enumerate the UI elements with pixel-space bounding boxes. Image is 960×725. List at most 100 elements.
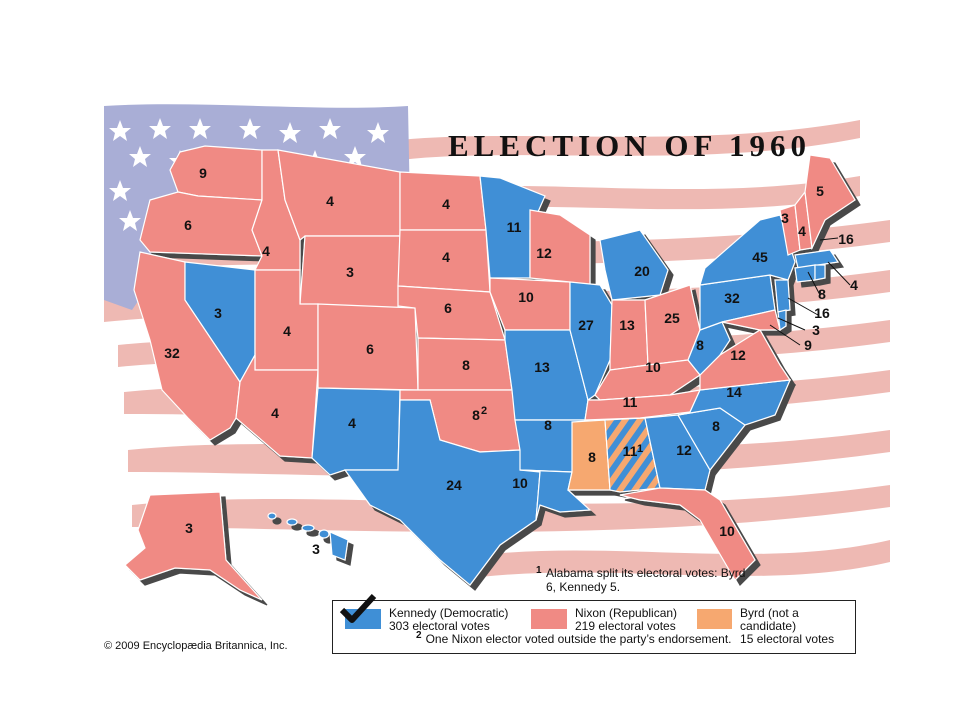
vote-label-oklahoma: 8 <box>472 407 480 423</box>
flag-stripe <box>480 540 890 577</box>
star <box>129 146 151 167</box>
vote-label-maryland: 9 <box>804 337 812 353</box>
vote-label-rhode-island: 4 <box>850 277 858 293</box>
vote-label-missouri: 13 <box>534 359 550 375</box>
vote-label-arizona: 4 <box>271 405 279 421</box>
vote-label-hawaii: 3 <box>312 541 320 557</box>
star <box>109 180 131 201</box>
vote-label-nevada: 3 <box>214 305 222 321</box>
legend-votes: 15 electoral votes <box>740 632 835 646</box>
vote-label-colorado: 6 <box>366 341 374 357</box>
vote-label-pennsylvania: 32 <box>724 290 740 306</box>
state-texas <box>343 399 541 586</box>
footnote-oklahoma: 2 One Nixon elector voted outside the par… <box>416 630 732 646</box>
state-washington <box>169 145 263 201</box>
vote-label-michigan: 20 <box>634 263 650 279</box>
star <box>239 118 261 139</box>
vote-label-delaware: 3 <box>812 322 820 338</box>
vote-label-north-dakota: 4 <box>442 196 450 212</box>
hawaii-island <box>301 524 315 532</box>
legend-name: Nixon (Republican) <box>575 606 678 620</box>
vote-label-virginia: 12 <box>730 347 746 363</box>
state-illinois <box>569 281 613 401</box>
vote-label-new-jersey: 16 <box>814 305 830 321</box>
vote-label-south-carolina: 8 <box>712 418 720 434</box>
star <box>319 118 341 139</box>
vote-label-minnesota: 11 <box>507 219 522 235</box>
noncontiguous-layer <box>124 491 349 601</box>
star <box>344 146 366 167</box>
state-arizona <box>235 352 319 459</box>
vote-label-iowa: 10 <box>518 289 534 305</box>
vote-label-mississippi: 8 <box>588 449 596 465</box>
legend-text: Kennedy (Democratic) 303 electoral votes <box>389 607 508 633</box>
leader-line <box>807 271 821 296</box>
vote-label-alabama: 11 <box>623 443 638 459</box>
vote-label-alaska: 3 <box>185 520 193 536</box>
state-indiana <box>609 299 649 371</box>
vote-label-vermont: 3 <box>781 210 789 226</box>
legend-name: Byrd (not a candidate) <box>740 606 799 633</box>
hawaii-island <box>329 531 349 561</box>
state-alaska <box>124 491 263 601</box>
footnote-number: 2 <box>416 630 422 641</box>
legend-item-byrd: Byrd (not a candidate) 15 electoral vote… <box>697 607 855 646</box>
star <box>119 210 141 231</box>
hawaii-island <box>267 512 277 520</box>
vote-label-new-mexico: 4 <box>348 415 356 431</box>
legend-votes: 303 electoral votes <box>389 619 490 633</box>
legend-text: Nixon (Republican) 219 electoral votes <box>575 607 677 633</box>
vote-label-illinois: 27 <box>578 317 594 333</box>
state-florida <box>619 487 756 581</box>
star <box>189 118 211 139</box>
star <box>149 118 171 139</box>
state-massachusetts <box>794 249 840 269</box>
vote-label-kansas: 8 <box>462 357 470 373</box>
vote-label-maine: 5 <box>816 183 824 199</box>
flag-stars <box>109 118 389 231</box>
state-mississippi <box>567 419 611 491</box>
vote-label-florida: 10 <box>719 523 735 539</box>
state-oregon <box>139 191 263 257</box>
vote-label-arkansas: 8 <box>544 417 552 433</box>
state-rhode-island <box>814 264 826 281</box>
legend-votes: 219 electoral votes <box>575 619 676 633</box>
vote-label-wyoming: 3 <box>346 264 354 280</box>
states-layer <box>133 145 856 586</box>
leader-line <box>787 297 819 316</box>
state-hawaii <box>267 512 349 561</box>
leader-lines <box>769 237 851 346</box>
flag-stripe <box>400 120 860 160</box>
hawaii-island <box>286 518 298 526</box>
footnote-number: 1 <box>536 565 542 576</box>
vote-label-california: 32 <box>164 345 180 361</box>
vote-label-indiana: 13 <box>619 317 635 333</box>
star <box>279 122 301 143</box>
state-maine <box>804 154 856 251</box>
vote-label-ohio: 25 <box>664 310 680 326</box>
state-georgia <box>644 414 711 491</box>
vote-label-montana: 4 <box>326 193 334 209</box>
copyright: © 2009 Encyclopædia Britannica, Inc. <box>104 640 288 652</box>
footnote-text: Alabama split its electoral votes: Byrd … <box>546 566 746 594</box>
star <box>367 122 389 143</box>
vote-label-louisiana: 10 <box>512 475 528 491</box>
map-title: ELECTION OF 1960 <box>448 128 812 163</box>
state-new-jersey <box>774 279 791 313</box>
footnote-text: One Nixon elector voted outside the part… <box>425 632 732 646</box>
leader-line <box>819 237 839 241</box>
vote-label-utah: 4 <box>283 323 291 339</box>
legend-swatch-nixon <box>531 609 567 629</box>
state-alabama <box>604 417 661 493</box>
vote-label-kentucky: 10 <box>645 359 661 375</box>
leader-line <box>777 317 806 331</box>
state-new-mexico <box>311 387 401 476</box>
vote-label-georgia: 12 <box>676 442 692 458</box>
vote-label-wisconsin: 12 <box>536 245 552 261</box>
vote-label-north-carolina: 14 <box>726 384 742 400</box>
vote-label-massachusetts: 16 <box>838 231 854 247</box>
oklahoma-footnote-mark: 2 <box>481 405 487 417</box>
vote-label-south-dakota: 4 <box>442 249 450 265</box>
